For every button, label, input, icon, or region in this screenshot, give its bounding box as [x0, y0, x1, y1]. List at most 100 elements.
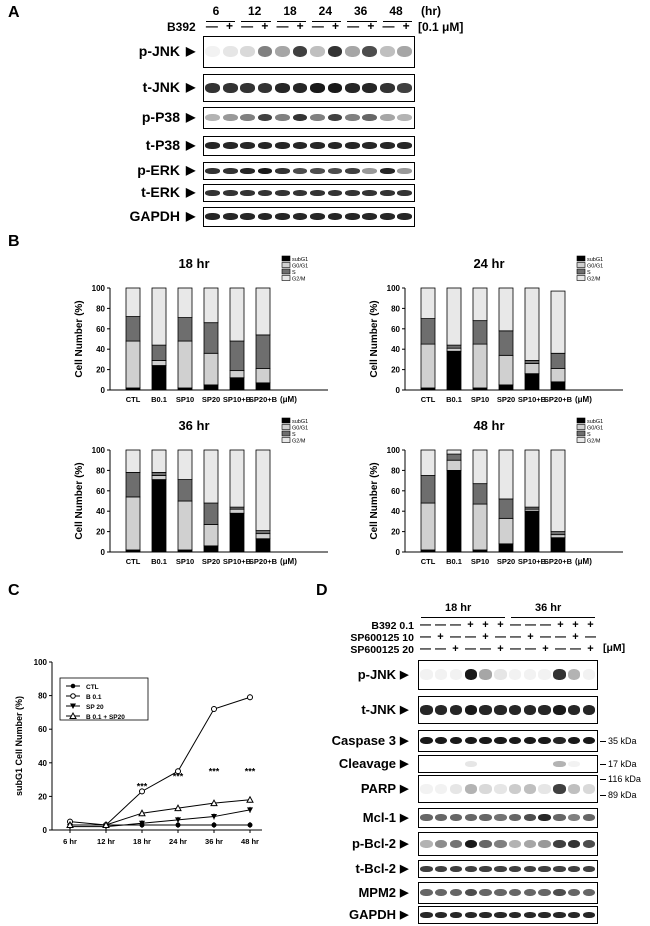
- blot-d-band: [538, 911, 551, 918]
- x-tick-label: SP20+B: [544, 395, 573, 404]
- blot-d-band: [479, 865, 492, 872]
- treatment-sign: +: [572, 619, 579, 631]
- blot-label-d: Cleavage: [338, 756, 396, 771]
- blot-a-band: [222, 142, 238, 149]
- group-label: 36 hr: [535, 602, 562, 614]
- blot-strip-a: [203, 74, 415, 102]
- bar-segment-g2m: [151, 287, 167, 346]
- treatment-sign: +: [296, 19, 304, 33]
- bar-segment-subG1: [151, 479, 167, 553]
- blot-label-d: p-Bcl-2: [351, 836, 396, 851]
- time-point-label: 36: [354, 4, 368, 18]
- y-tick-label: 0: [101, 386, 106, 395]
- blot-a-band: [310, 114, 325, 122]
- blot-a-band: [310, 213, 325, 220]
- bar-segment-s: [472, 483, 488, 505]
- legend-swatch: [576, 255, 586, 262]
- blot-a-band: [344, 213, 360, 220]
- blot-a-band: [362, 114, 378, 122]
- y-tick-label: 0: [101, 548, 106, 557]
- blot-d-band: [494, 839, 507, 848]
- bar-segment-s: [125, 316, 141, 342]
- blot-a-band: [205, 189, 221, 196]
- blot-d-band: [449, 737, 463, 745]
- blot-a-band: [222, 82, 238, 93]
- legend-swatch: [576, 417, 586, 424]
- stacked-bar-chart: 18 hr Cell Number (%) 0 20 40 60 80 100 CTL B0.1 S…: [74, 255, 328, 404]
- blot-d-band: [434, 839, 448, 848]
- x-tick-label: SP10: [176, 395, 194, 404]
- bar-segment-g2m: [472, 287, 488, 322]
- blot-d-band: [538, 865, 551, 872]
- blot-d-band: [494, 865, 507, 872]
- panel-b-letter: B: [8, 233, 20, 250]
- treatment-sign: —: [420, 619, 431, 631]
- blot-a-band: [379, 142, 395, 149]
- blot-d-band: [538, 737, 551, 745]
- treatment-sign: +: [542, 643, 549, 655]
- x-tick-label: CTL: [126, 395, 141, 404]
- x-tick-label: CTL: [126, 557, 141, 566]
- blot-a-band: [205, 167, 221, 174]
- blot-d-band: [582, 704, 596, 715]
- blot-a-band: [257, 213, 273, 220]
- kda-label: 17 kDa: [608, 759, 637, 769]
- blot-d-band: [449, 839, 463, 848]
- data-point: [138, 809, 146, 817]
- treatment-sign: +: [557, 619, 564, 631]
- treatment-row-label: SP600125 10: [350, 632, 414, 644]
- blot-a-band: [397, 82, 412, 93]
- blot-d-band: [553, 889, 566, 897]
- blot-a-band: [257, 142, 273, 149]
- bar-segment-g2m: [229, 287, 245, 342]
- x-tick-label: 6 hr: [63, 837, 77, 846]
- x-tick-label: SP10+B: [518, 395, 547, 404]
- treatment-sign: —: [555, 643, 566, 655]
- blot-d-band: [538, 669, 551, 680]
- stacked-bar-chart: 48 hr Cell Number (%) 0 20 40 60 80 100 CTL B0.1 S…: [369, 417, 623, 566]
- bar-segment-g0g1: [255, 533, 271, 540]
- blot-d-band: [523, 783, 537, 794]
- blot-a-band: [344, 142, 360, 149]
- x-tick-label: 36 hr: [205, 837, 223, 846]
- data-point: [211, 706, 217, 713]
- arrow-icon: ▶: [400, 704, 409, 716]
- series-line: [69, 696, 251, 826]
- blot-a-band: [379, 189, 395, 196]
- bar-segment-g0g1: [203, 352, 219, 386]
- treatment-sign: —: [465, 643, 476, 655]
- blot-a-band: [379, 46, 395, 58]
- blot-d-band: [479, 783, 492, 794]
- data-point: [211, 822, 217, 828]
- treatment-sign: +: [367, 19, 375, 33]
- legend-label: B 0.1: [86, 694, 102, 701]
- blot-label-a: p-P38: [141, 109, 180, 125]
- time-group-underline: [241, 21, 271, 22]
- blot-a-band: [362, 189, 378, 196]
- x-tick-label: SP10+B: [223, 395, 252, 404]
- treatment-sign: +: [452, 643, 459, 655]
- blot-d-band: [538, 889, 551, 897]
- blot-a-band: [310, 142, 325, 149]
- blot-d-band: [553, 865, 566, 872]
- legend-swatch: [281, 255, 291, 262]
- blot-d-band: [582, 783, 596, 794]
- arrow-icon: ▶: [400, 887, 409, 899]
- blot-a-band: [397, 189, 412, 196]
- treatment-sign: —: [435, 643, 446, 655]
- blot-a-band: [362, 213, 378, 220]
- y-tick-label: 40: [391, 345, 400, 354]
- blot-d-band: [479, 737, 492, 745]
- y-tick-label: 0: [43, 826, 48, 835]
- y-tick-label: 80: [96, 304, 105, 313]
- treatment-sign: +: [572, 631, 579, 643]
- blot-d-band: [508, 737, 522, 745]
- blot-d-band: [523, 911, 537, 918]
- treatment-sign: +: [527, 631, 534, 643]
- blot-d-band: [568, 839, 581, 848]
- x-tick-label: CTL: [421, 395, 436, 404]
- data-point: [210, 799, 218, 807]
- blot-d-band: [420, 737, 433, 745]
- blot-d-band: [434, 669, 448, 680]
- data-point: [175, 822, 181, 828]
